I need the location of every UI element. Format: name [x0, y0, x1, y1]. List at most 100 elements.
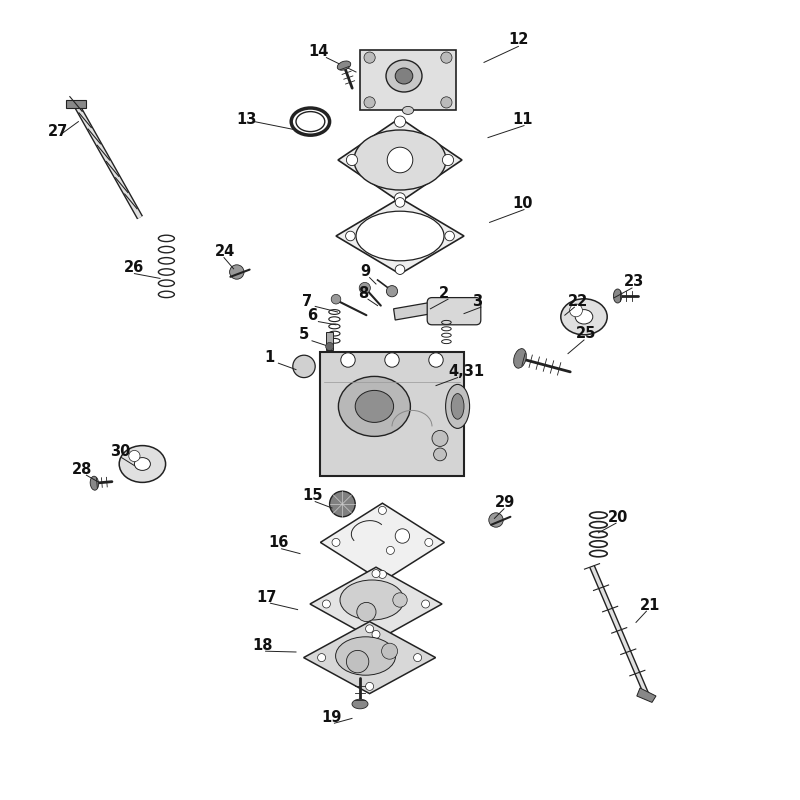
Circle shape: [230, 265, 244, 279]
Text: 8: 8: [358, 286, 369, 301]
Circle shape: [395, 529, 410, 543]
Text: 11: 11: [512, 112, 533, 127]
Circle shape: [387, 147, 413, 173]
Circle shape: [359, 282, 370, 294]
Polygon shape: [320, 503, 445, 582]
Circle shape: [429, 353, 443, 367]
Polygon shape: [320, 352, 464, 477]
Text: 17: 17: [256, 590, 276, 605]
Circle shape: [395, 198, 405, 207]
Circle shape: [372, 570, 380, 578]
Polygon shape: [310, 567, 442, 641]
Circle shape: [386, 546, 394, 554]
Ellipse shape: [386, 60, 422, 92]
Ellipse shape: [561, 299, 607, 334]
Text: 3: 3: [472, 294, 482, 309]
Polygon shape: [637, 688, 656, 702]
Ellipse shape: [355, 390, 394, 422]
Circle shape: [341, 353, 355, 367]
Text: 30: 30: [110, 444, 130, 459]
Circle shape: [366, 682, 374, 690]
Text: 15: 15: [302, 488, 323, 503]
Circle shape: [395, 265, 405, 274]
Ellipse shape: [354, 130, 446, 190]
Circle shape: [332, 538, 340, 546]
Text: 14: 14: [308, 44, 328, 59]
Ellipse shape: [514, 349, 526, 368]
Circle shape: [393, 593, 407, 607]
Ellipse shape: [340, 580, 404, 620]
Circle shape: [129, 450, 140, 462]
Ellipse shape: [134, 458, 150, 470]
Ellipse shape: [402, 106, 414, 114]
Circle shape: [386, 286, 398, 297]
Polygon shape: [304, 622, 435, 694]
Circle shape: [364, 97, 375, 108]
Circle shape: [322, 600, 330, 608]
Ellipse shape: [575, 310, 593, 324]
Circle shape: [346, 650, 369, 673]
Ellipse shape: [90, 476, 98, 490]
FancyBboxPatch shape: [427, 298, 481, 325]
Circle shape: [422, 600, 430, 608]
Circle shape: [326, 342, 334, 350]
Text: 18: 18: [252, 638, 273, 653]
Bar: [326, 332, 333, 350]
Text: 27: 27: [48, 124, 68, 139]
Circle shape: [385, 353, 399, 367]
Text: 19: 19: [322, 710, 342, 725]
Ellipse shape: [296, 111, 325, 131]
Text: 1: 1: [264, 350, 274, 365]
Circle shape: [489, 513, 503, 527]
Circle shape: [442, 154, 454, 166]
Circle shape: [382, 643, 398, 659]
Text: 4,31: 4,31: [448, 364, 484, 379]
Circle shape: [414, 654, 422, 662]
Circle shape: [570, 304, 582, 317]
Ellipse shape: [336, 637, 396, 675]
Text: 26: 26: [124, 260, 144, 275]
Text: 12: 12: [508, 32, 528, 47]
Circle shape: [330, 491, 355, 517]
Ellipse shape: [119, 446, 166, 482]
Text: 9: 9: [360, 264, 370, 279]
Circle shape: [346, 231, 355, 241]
Ellipse shape: [356, 211, 444, 261]
Polygon shape: [394, 302, 432, 320]
Ellipse shape: [614, 289, 622, 303]
Circle shape: [357, 602, 376, 622]
Circle shape: [364, 52, 375, 63]
Polygon shape: [66, 100, 86, 108]
Text: 25: 25: [576, 326, 596, 341]
Text: 5: 5: [299, 327, 310, 342]
Text: 6: 6: [307, 308, 318, 323]
Circle shape: [346, 154, 358, 166]
Circle shape: [366, 625, 374, 633]
Text: 10: 10: [512, 196, 533, 211]
Circle shape: [441, 97, 452, 108]
Text: 21: 21: [640, 598, 660, 613]
Circle shape: [331, 294, 341, 304]
Circle shape: [394, 193, 406, 204]
Ellipse shape: [338, 376, 410, 437]
Polygon shape: [336, 198, 464, 274]
Circle shape: [378, 570, 386, 578]
Text: 7: 7: [302, 294, 313, 309]
Ellipse shape: [451, 394, 464, 419]
Text: 28: 28: [72, 462, 92, 477]
Circle shape: [318, 654, 326, 662]
Circle shape: [293, 355, 315, 378]
Circle shape: [432, 430, 448, 446]
Text: 20: 20: [608, 510, 628, 525]
Circle shape: [394, 116, 406, 127]
Text: 22: 22: [568, 294, 588, 309]
Text: 13: 13: [236, 112, 256, 127]
Polygon shape: [360, 50, 456, 110]
Circle shape: [445, 231, 454, 241]
Text: 2: 2: [438, 286, 449, 301]
Ellipse shape: [395, 68, 413, 84]
Circle shape: [372, 630, 380, 638]
Text: 23: 23: [624, 274, 644, 290]
Text: 24: 24: [214, 244, 234, 259]
Text: 16: 16: [268, 535, 288, 550]
